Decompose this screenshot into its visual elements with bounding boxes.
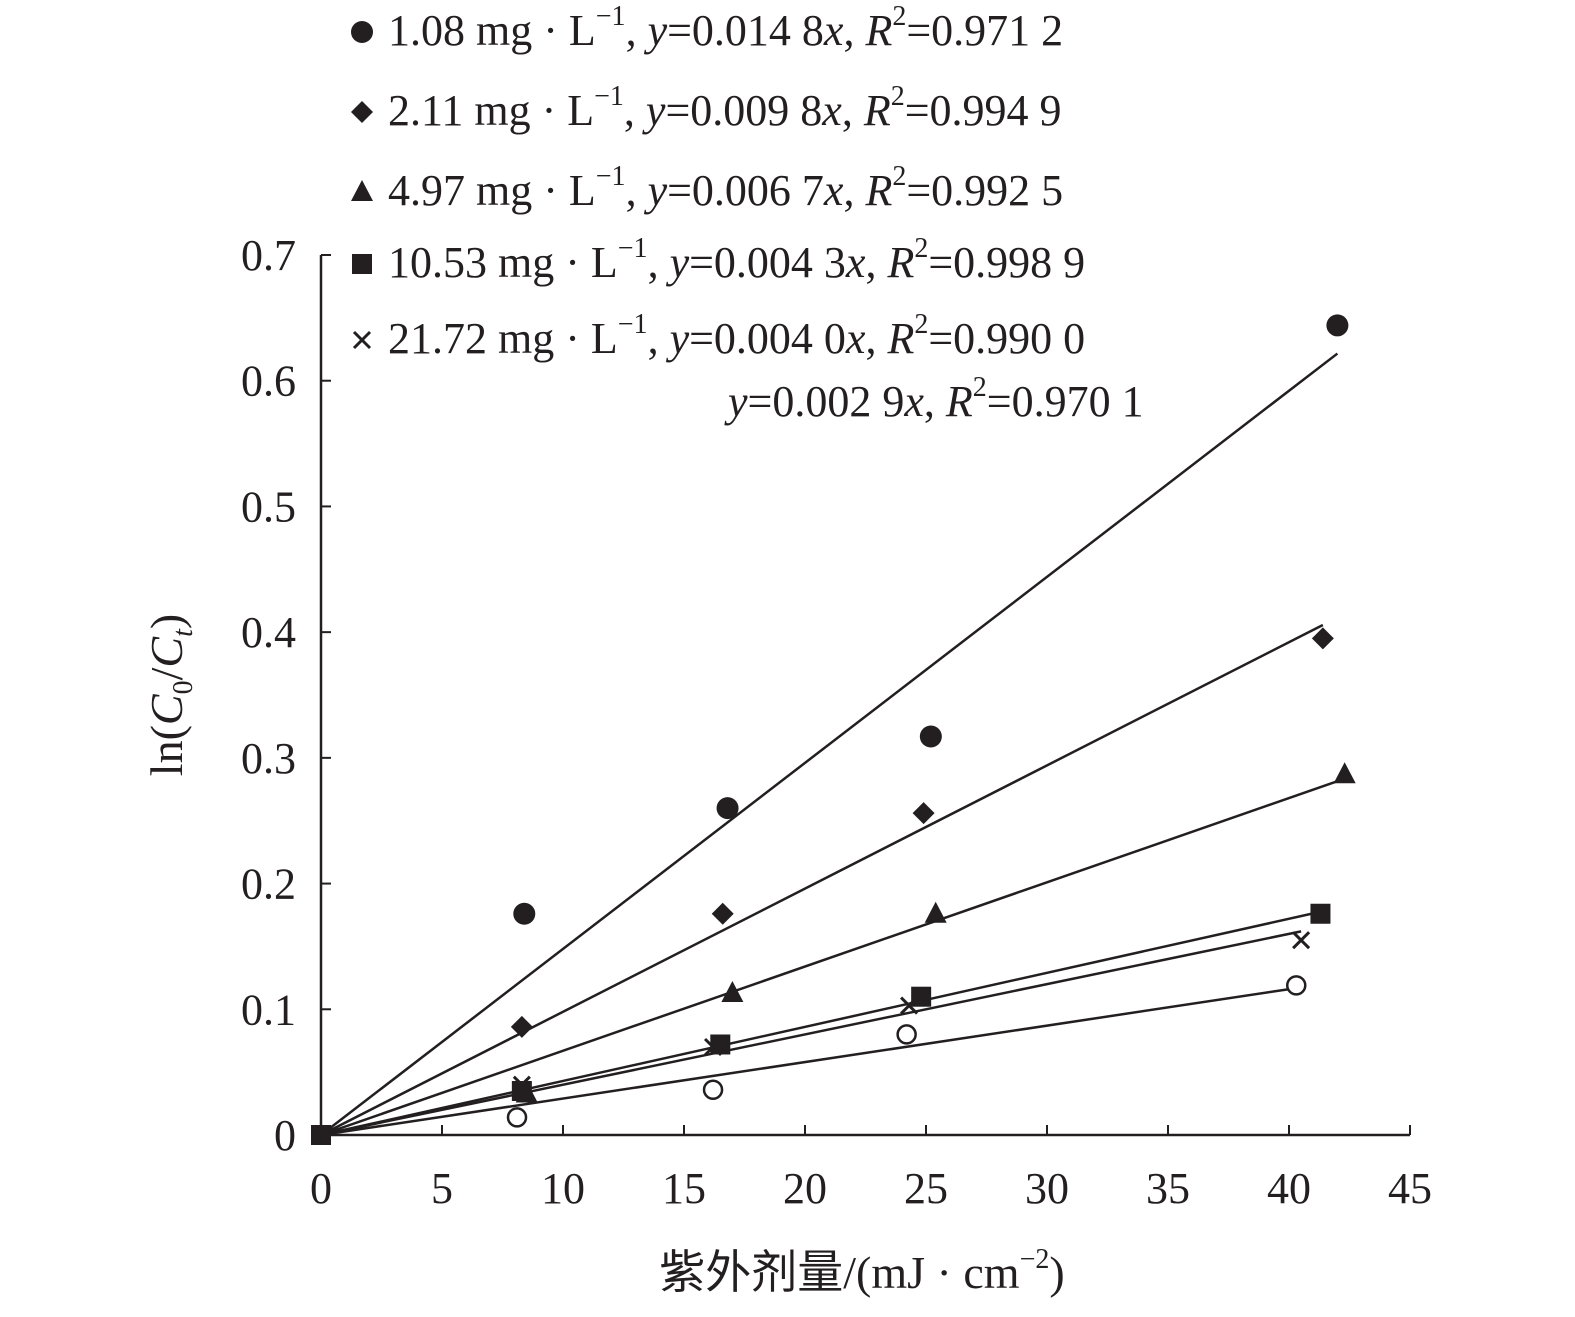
legend-label: 10.53 mg · L [388,238,618,287]
legend-marker-circle [351,21,373,43]
y-axis-title: ln(C0/Ct) [141,614,199,776]
data-point [1310,903,1331,924]
data-point [506,1107,528,1128]
data-point [703,1037,723,1057]
x-tick-label: 0 [310,1164,332,1213]
markers [311,314,1356,1145]
legend-marker-triangle [351,180,373,201]
data-point [1333,762,1356,784]
fit-line-0 [320,352,1339,1136]
data-point [896,1024,917,1045]
x-tick-label: 20 [783,1164,827,1213]
legend-entry: 2.11 mg · L−1, y=0.009 8x, R2=0.994 9 [388,81,1062,135]
data-point [1326,314,1349,337]
data-point [710,1034,731,1055]
data-point [512,1075,531,1094]
legend-entry: y=0.002 9x, R2=0.970 1 [724,372,1144,426]
legend-slope: =0.014 8 [667,6,824,55]
data-point [716,797,739,820]
fit-line-2 [320,777,1346,1137]
legend-r2: =0.994 9 [905,86,1062,135]
legend-slope: =0.004 0 [689,314,846,363]
legend-label: 1.08 mg · L [388,6,596,55]
legend-marker-cross [352,330,372,350]
legend-entry: 1.08 mg · L−1, y=0.014 8x, R2=0.971 2 [388,1,1063,55]
data-point [513,902,536,925]
x-tick-label: 10 [541,1164,585,1213]
legend-r2: =0.971 2 [906,6,1063,55]
x-tick-label: 5 [431,1164,453,1213]
legend-r2: =0.998 9 [928,238,1085,287]
legend-slope: =0.009 8 [665,86,822,135]
fit-lines [320,352,1346,1137]
y-tick-label: 0.6 [241,357,296,406]
x-tick-label: 15 [662,1164,706,1213]
x-tick-label: 45 [1388,1164,1432,1213]
x-tick-label: 30 [1025,1164,1069,1213]
legend-unit-sup: −1 [596,1,626,32]
y-tick-label: 0.7 [241,231,296,280]
legend-unit-sup: −1 [596,161,626,192]
legend-marker-square [352,254,372,274]
fit-line-1 [320,623,1324,1137]
data-point [1292,931,1311,950]
legend-marker-diamond [351,101,373,123]
y-tick-label: 0.3 [241,734,296,783]
x-tick-label: 25 [904,1164,948,1213]
data-point [1286,975,1307,996]
legend-label: 4.97 mg · L [388,166,596,215]
y-tick-label: 0.2 [241,860,296,909]
data-point [899,996,919,1015]
y-tick-label: 0.5 [241,482,296,531]
data-point [919,725,942,748]
legend-r2: =0.992 5 [906,166,1063,215]
x-axis-title: 紫外剂量/(mJ · cm−2) [659,1244,1064,1298]
data-point [311,1125,331,1145]
x-tick-label: 35 [1146,1164,1190,1213]
legend-r2: =0.970 1 [987,377,1144,426]
data-point [702,1079,724,1100]
legend-slope: =0.004 3 [689,238,846,287]
legend-label: 2.11 mg · L [388,86,594,135]
legend-r2: =0.990 0 [928,314,1085,363]
data-point [911,986,932,1007]
legend-unit-sup: −1 [594,81,624,112]
legend-entry: 21.72 mg · L−1, y=0.004 0x, R2=0.990 0 [388,309,1085,363]
legend-unit-sup: −1 [618,309,648,340]
legend-unit-sup: −1 [618,233,648,264]
data-point [924,901,947,923]
legend-entry: 4.97 mg · L−1, y=0.006 7x, R2=0.992 5 [388,161,1063,215]
legend: 1.08 mg · L−1, y=0.014 8x, R2=0.971 2 2.1… [351,1,1144,426]
axis-titles: 紫外剂量/(mJ · cm−2) ln(C0/Ct) [141,614,1065,1298]
y-tick-label: 0.4 [241,608,296,657]
data-point [912,802,935,825]
data-point [1311,627,1334,650]
y-tick-label: 0 [274,1111,296,1160]
y-tick-label: 0.1 [241,985,296,1034]
axes: 0 5 10 15 20 25 30 35 40 45 0 0.1 0.2 0.3 0.4 0.5 0.6 0.7 [241,231,1432,1213]
legend-label: 21.72 mg · L [388,314,618,363]
data-point [511,1081,532,1101]
fit-line-5 [320,986,1297,1137]
data-point [711,902,734,925]
x-tick-label: 40 [1267,1164,1311,1213]
data-point [510,1015,533,1038]
fit-line-3 [320,910,1321,1137]
legend-slope: =0.002 9 [748,377,905,426]
legend-entry: 10.53 mg · L−1, y=0.004 3x, R2=0.998 9 [388,233,1085,287]
data-point [721,980,744,1002]
fit-line-4 [320,930,1302,1137]
legend-slope: =0.006 7 [667,166,824,215]
